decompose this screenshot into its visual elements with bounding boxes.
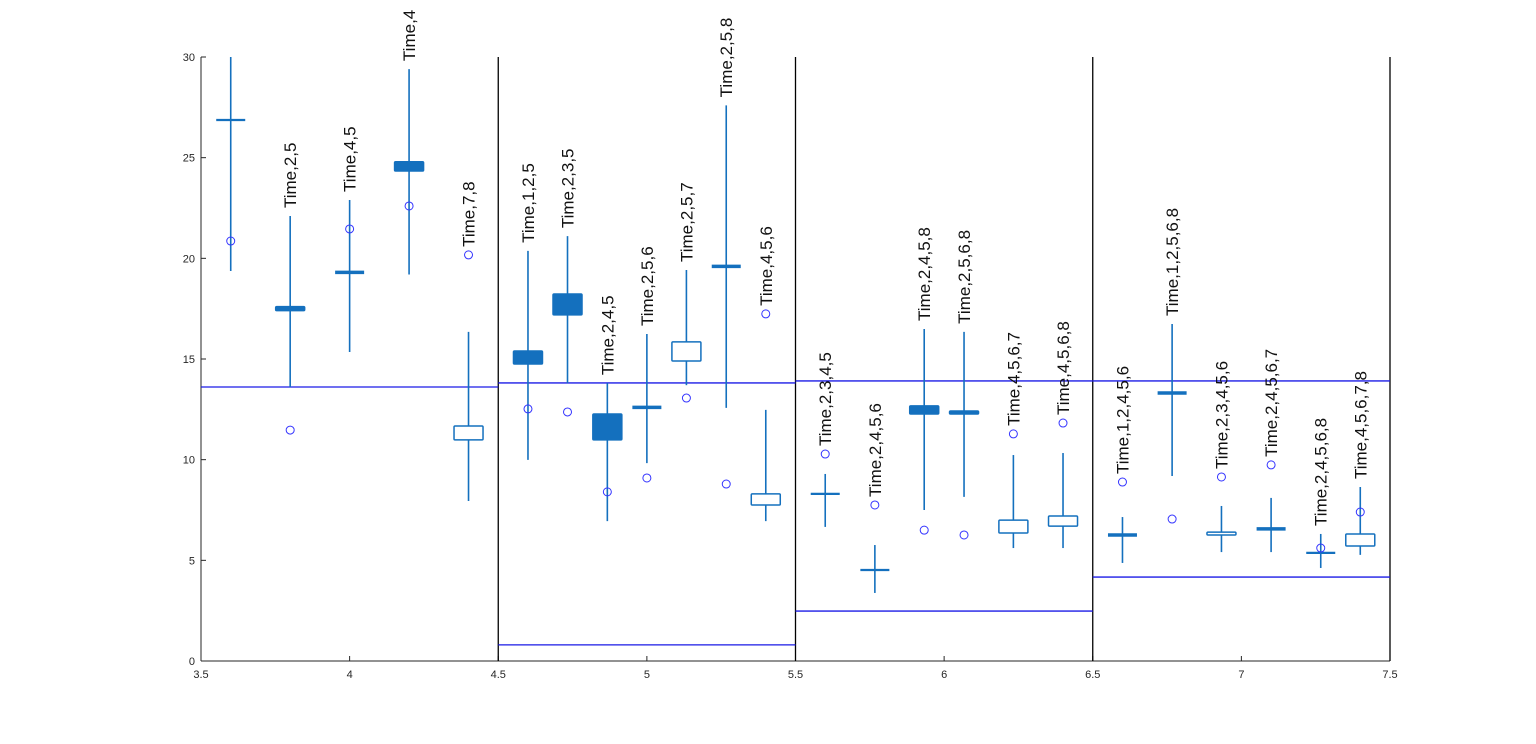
x-tick-label: 5.5	[788, 669, 803, 681]
x-tick-label: 5	[644, 669, 650, 681]
data-point	[1058, 418, 1068, 428]
item-label: Time,2,4,5,8	[915, 227, 934, 321]
item-label: Time,2,5,8	[717, 18, 736, 98]
x-tick-label: 3.5	[193, 669, 208, 681]
box	[671, 341, 702, 362]
data-point	[563, 407, 573, 417]
data-point	[285, 425, 295, 435]
item-label: Time,1,2,5,6,8	[1163, 208, 1182, 316]
item-label: Time,1,2,4,5,6	[1113, 366, 1132, 474]
box	[274, 305, 306, 312]
item-label: Time,2,3,5	[559, 148, 578, 228]
item-label: Time,4,5,6,7	[1004, 332, 1023, 426]
box	[908, 405, 940, 415]
item-label: Time,2,5,6,8	[955, 230, 974, 324]
item-label: Time,7,8	[460, 181, 479, 247]
y-tick-label: 20	[183, 253, 195, 265]
data-point	[1316, 543, 1326, 553]
x-tick-label: 7	[1238, 669, 1244, 681]
x-tick-label: 4	[347, 669, 353, 681]
data-point	[602, 487, 612, 497]
item-label: Time,2,3,4,5	[816, 352, 835, 446]
item-label: Time,4	[400, 10, 419, 61]
data-point	[345, 224, 355, 234]
data-point	[523, 404, 533, 414]
item-label: Time,2,5	[281, 143, 300, 209]
y-tick-label: 5	[189, 555, 195, 567]
item-label: Time,2,3,4,5,6	[1212, 361, 1231, 469]
data-point	[919, 525, 929, 535]
box	[750, 493, 782, 506]
item-label: Time,4,5,6,7,8	[1351, 371, 1370, 479]
box	[393, 160, 425, 172]
item-label: Time,2,4,5	[598, 295, 617, 375]
data-point	[1117, 477, 1127, 487]
data-point	[870, 500, 880, 510]
box	[552, 293, 583, 316]
box	[592, 413, 623, 441]
box	[1345, 533, 1376, 547]
data-point	[1216, 472, 1226, 482]
item-label: Time,1,2,5	[519, 163, 538, 243]
item-label: Time,2,5,6	[638, 246, 657, 326]
data-point	[464, 250, 474, 260]
item-label: Time,4,5,6,8	[1054, 321, 1073, 415]
item-label: Time,4,5	[341, 126, 360, 192]
data-point	[226, 236, 236, 246]
box	[998, 519, 1029, 534]
data-point	[959, 530, 969, 540]
data-point	[820, 449, 830, 459]
y-tick-label: 25	[183, 153, 195, 165]
y-tick-label: 30	[183, 52, 195, 64]
x-tick-label: 7.5	[1382, 669, 1397, 681]
box	[1206, 531, 1237, 536]
y-tick-label: 10	[183, 455, 195, 467]
data-point	[1266, 460, 1276, 470]
data-point	[1167, 514, 1177, 524]
data-point	[642, 473, 652, 483]
data-point	[1355, 507, 1365, 517]
item-label: Time,2,5,7	[677, 182, 696, 262]
x-tick-label: 6	[941, 669, 947, 681]
box	[512, 350, 544, 365]
y-tick-label: 15	[183, 354, 195, 366]
box	[1047, 515, 1079, 527]
data-point	[404, 201, 414, 211]
x-tick-label: 6.5	[1085, 669, 1100, 681]
data-point	[1008, 429, 1018, 439]
data-point	[761, 309, 771, 319]
box	[948, 410, 980, 415]
x-tick-label: 4.5	[491, 669, 506, 681]
box	[453, 425, 484, 441]
item-label: Time,2,4,5,6,7	[1262, 349, 1281, 457]
item-label: Time,2,4,5,6	[866, 403, 885, 497]
item-label: Time,2,4,5,6,8	[1312, 418, 1331, 526]
y-tick-label: 0	[189, 656, 195, 668]
data-point	[681, 393, 691, 403]
item-label: Time,4,5,6	[757, 226, 776, 306]
data-point	[721, 479, 731, 489]
